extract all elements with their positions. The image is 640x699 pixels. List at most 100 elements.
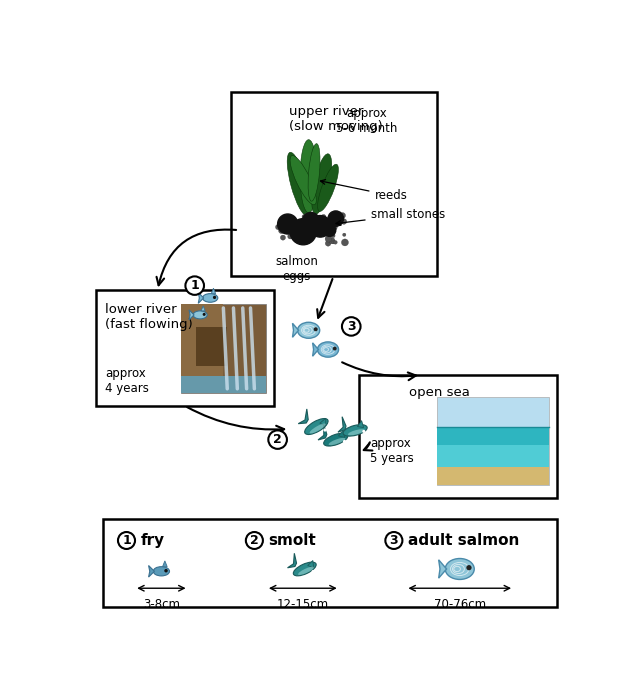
Polygon shape (358, 421, 364, 428)
Text: upper river
(slow moving): upper river (slow moving) (289, 106, 383, 134)
Circle shape (309, 215, 331, 237)
Circle shape (323, 428, 326, 431)
Text: 2: 2 (273, 433, 282, 446)
Bar (436, 445, 549, 468)
Circle shape (329, 238, 335, 244)
Polygon shape (287, 554, 296, 568)
Polygon shape (211, 288, 216, 294)
Circle shape (164, 569, 168, 572)
Polygon shape (163, 561, 167, 567)
Ellipse shape (153, 567, 170, 576)
Text: salmon
eggs: salmon eggs (276, 255, 319, 283)
Circle shape (385, 532, 403, 549)
Circle shape (310, 215, 315, 219)
Ellipse shape (203, 294, 218, 302)
Circle shape (305, 213, 308, 217)
Ellipse shape (298, 567, 314, 575)
Circle shape (302, 215, 307, 219)
Polygon shape (338, 417, 346, 432)
Circle shape (289, 226, 294, 231)
Circle shape (324, 227, 330, 233)
FancyArrowPatch shape (364, 442, 372, 451)
Bar (436, 428, 549, 468)
Bar (180, 375, 266, 393)
Ellipse shape (317, 342, 339, 357)
Ellipse shape (290, 156, 316, 205)
Text: 2: 2 (250, 534, 259, 547)
Text: approx
5 years: approx 5 years (370, 437, 413, 465)
Text: reeds: reeds (321, 180, 408, 202)
Ellipse shape (312, 154, 332, 214)
Circle shape (343, 440, 346, 443)
Text: fry: fry (140, 533, 164, 548)
Circle shape (287, 234, 292, 239)
Circle shape (341, 219, 347, 224)
Polygon shape (201, 306, 205, 311)
Circle shape (303, 212, 319, 229)
Polygon shape (198, 293, 204, 303)
Circle shape (297, 230, 301, 234)
Circle shape (308, 238, 312, 241)
Circle shape (328, 211, 344, 226)
Circle shape (327, 232, 333, 237)
Ellipse shape (293, 562, 316, 576)
Bar (180, 304, 223, 393)
Ellipse shape (287, 152, 310, 216)
Text: small stones: small stones (336, 208, 445, 225)
Circle shape (342, 233, 346, 236)
Polygon shape (318, 424, 327, 440)
Ellipse shape (317, 164, 339, 211)
Ellipse shape (298, 322, 320, 338)
Circle shape (213, 296, 216, 299)
Circle shape (332, 234, 335, 238)
Circle shape (325, 236, 332, 242)
Text: 3-8cm: 3-8cm (143, 598, 180, 611)
Circle shape (303, 224, 310, 231)
Bar (103, 519, 557, 607)
Circle shape (246, 532, 263, 549)
Bar (436, 468, 549, 485)
FancyArrowPatch shape (342, 362, 416, 380)
Circle shape (325, 240, 331, 246)
Ellipse shape (445, 559, 474, 579)
Circle shape (292, 232, 296, 236)
Text: 12-15cm: 12-15cm (276, 598, 328, 611)
Circle shape (203, 313, 205, 316)
Circle shape (314, 327, 317, 331)
Text: open sea: open sea (410, 386, 470, 398)
Bar (95, 290, 274, 405)
Polygon shape (320, 418, 326, 426)
Circle shape (268, 431, 287, 449)
Ellipse shape (300, 140, 317, 213)
Circle shape (305, 231, 310, 236)
Ellipse shape (310, 424, 326, 433)
Polygon shape (438, 560, 447, 578)
Circle shape (332, 240, 335, 244)
Circle shape (278, 214, 298, 234)
Circle shape (339, 216, 344, 222)
Polygon shape (292, 323, 298, 338)
Text: lower river
(fast flowing): lower river (fast flowing) (105, 303, 193, 331)
FancyArrowPatch shape (317, 279, 332, 318)
Bar (436, 396, 549, 485)
Circle shape (321, 223, 326, 228)
Ellipse shape (305, 419, 328, 435)
Circle shape (336, 220, 341, 226)
Circle shape (342, 317, 360, 336)
Circle shape (321, 215, 326, 219)
Ellipse shape (193, 311, 207, 319)
Circle shape (309, 217, 314, 221)
Circle shape (290, 219, 316, 245)
Polygon shape (189, 310, 194, 320)
Ellipse shape (328, 438, 346, 445)
Polygon shape (308, 561, 314, 568)
Circle shape (339, 219, 344, 224)
Circle shape (333, 240, 337, 244)
Text: approx
5-6 month: approx 5-6 month (336, 107, 397, 135)
Circle shape (280, 235, 285, 240)
Text: 3: 3 (390, 534, 398, 547)
Polygon shape (298, 409, 308, 424)
Circle shape (340, 212, 346, 218)
Circle shape (275, 224, 281, 230)
FancyArrowPatch shape (187, 407, 284, 433)
